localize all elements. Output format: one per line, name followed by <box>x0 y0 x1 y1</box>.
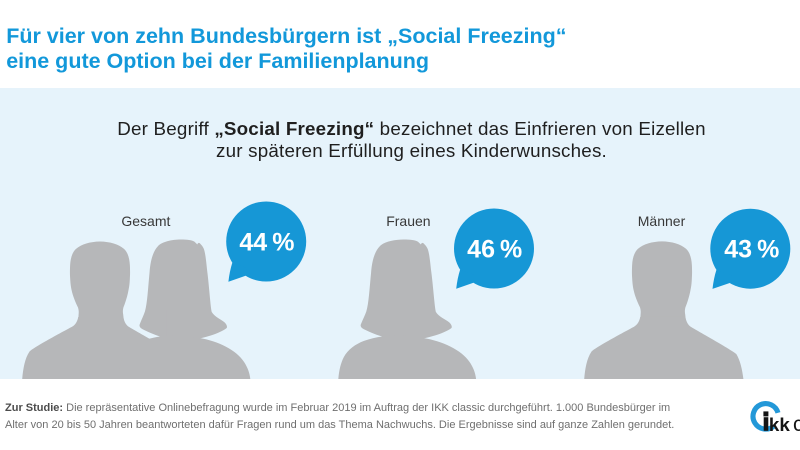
svg-text:kk: kk <box>769 414 790 435</box>
svg-text:43 %: 43 % <box>724 235 779 263</box>
svg-text:44 %: 44 % <box>239 229 294 257</box>
svg-text:c: c <box>793 413 800 436</box>
svg-text:46 %: 46 % <box>467 236 522 264</box>
